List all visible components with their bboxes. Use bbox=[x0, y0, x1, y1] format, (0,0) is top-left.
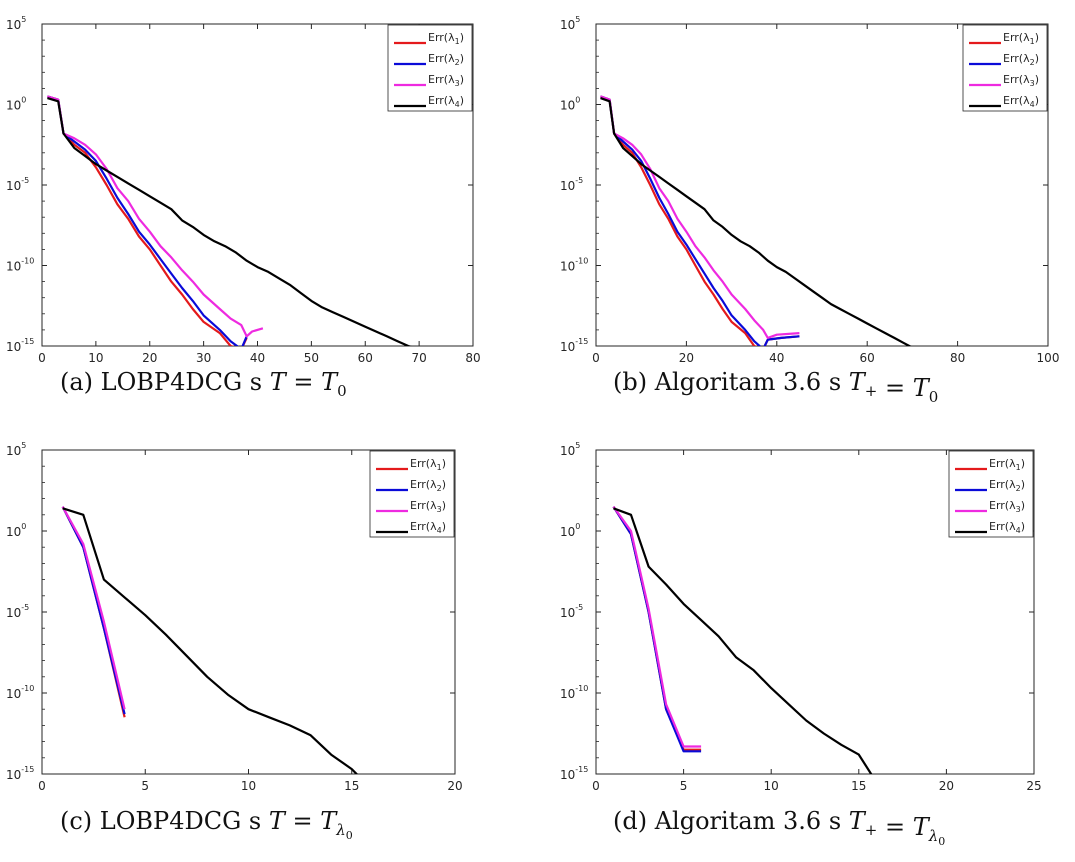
x-tick-label: 20 bbox=[142, 351, 157, 365]
y-tick-label: 100 bbox=[560, 96, 580, 113]
y-tick-label: 105 bbox=[560, 441, 580, 458]
x-tick-label: 10 bbox=[241, 779, 256, 793]
x-tick-label: 50 bbox=[304, 351, 319, 365]
series-line-1 bbox=[61, 506, 126, 718]
series-line-2 bbox=[612, 506, 702, 753]
x-tick-label: 40 bbox=[769, 351, 784, 365]
series-line-1 bbox=[612, 506, 702, 751]
legend-label-3: Err(λ3) bbox=[1003, 73, 1039, 88]
y-tick-label: 10-10 bbox=[6, 257, 34, 274]
y-tick-label: 105 bbox=[560, 15, 580, 32]
series-line-1 bbox=[47, 95, 248, 346]
y-tick-label: 10-5 bbox=[6, 176, 29, 193]
legend-label-4: Err(λ4) bbox=[410, 520, 446, 535]
legend-label-2: Err(λ2) bbox=[989, 478, 1025, 493]
x-tick-label: 5 bbox=[680, 779, 688, 793]
x-tick-label: 80 bbox=[950, 351, 965, 365]
series-line-3 bbox=[612, 506, 702, 748]
x-tick-label: 0 bbox=[38, 779, 46, 793]
chart-panel-d: 0 5 10 15 20 25 10-15 10-10 10-5 100 105 Err(λ1) Err… bbox=[560, 441, 1042, 848]
y-tick-label: 10-10 bbox=[560, 257, 588, 274]
series-line-3 bbox=[61, 506, 126, 710]
series-line-4 bbox=[613, 507, 873, 774]
legend-label-2: Err(λ2) bbox=[428, 52, 464, 67]
legend-label-3: Err(λ3) bbox=[989, 499, 1025, 514]
x-tick-label: 0 bbox=[38, 351, 46, 365]
x-tick-label: 10 bbox=[88, 351, 103, 365]
y-tick-label: 10-5 bbox=[6, 603, 29, 620]
legend-box bbox=[948, 450, 1034, 538]
legend-label-2: Err(λ2) bbox=[1003, 52, 1039, 67]
y-tick-label: 10-15 bbox=[6, 337, 34, 354]
y-tick-label: 100 bbox=[560, 522, 580, 539]
legend-label-4: Err(λ4) bbox=[989, 520, 1025, 535]
x-tick-label: 25 bbox=[1026, 779, 1041, 793]
x-tick-label: 20 bbox=[447, 779, 462, 793]
series-line-2 bbox=[600, 95, 800, 346]
panel-caption: (c) LOBP4DCG s T = Tλ0 bbox=[60, 807, 353, 842]
legend-box bbox=[369, 450, 455, 538]
y-tick-label: 105 bbox=[6, 441, 26, 458]
chart-panel-a: 0 10 20 30 40 50 60 70 80 10-15 10-10 10-5 100 105 Err… bbox=[6, 15, 481, 400]
legend-label-1: Err(λ1) bbox=[410, 457, 446, 472]
legend-box bbox=[387, 24, 473, 112]
x-tick-label: 60 bbox=[860, 351, 875, 365]
chart-panel-b: 0 20 40 60 80 100 10-15 10-10 10-5 100 105 Err(λ1) E… bbox=[560, 15, 1059, 406]
series-line-3 bbox=[600, 95, 800, 339]
series-line-4 bbox=[600, 97, 912, 346]
y-tick-label: 100 bbox=[6, 522, 26, 539]
x-tick-label: 80 bbox=[465, 351, 480, 365]
series-line-3 bbox=[47, 95, 264, 338]
series-line-4 bbox=[62, 507, 359, 774]
series-line-1 bbox=[600, 95, 800, 346]
x-tick-label: 70 bbox=[411, 351, 426, 365]
y-tick-label: 10-10 bbox=[6, 684, 34, 701]
series-line-4 bbox=[47, 97, 413, 346]
x-tick-label: 10 bbox=[764, 779, 779, 793]
legend-label-3: Err(λ3) bbox=[410, 499, 446, 514]
x-tick-label: 0 bbox=[592, 779, 600, 793]
x-tick-label: 40 bbox=[250, 351, 265, 365]
legend-label-4: Err(λ4) bbox=[428, 94, 464, 109]
legend-label-1: Err(λ1) bbox=[1003, 31, 1039, 46]
legend-label-1: Err(λ1) bbox=[989, 457, 1025, 472]
y-tick-label: 105 bbox=[6, 15, 26, 32]
y-tick-label: 10-15 bbox=[6, 765, 34, 782]
legend-label-1: Err(λ1) bbox=[428, 31, 464, 46]
legend-box bbox=[962, 24, 1048, 112]
x-tick-label: 0 bbox=[592, 351, 600, 365]
y-tick-label: 10-5 bbox=[560, 176, 583, 193]
panel-caption: (b) Algoritam 3.6 s T+ = T0 bbox=[613, 368, 938, 406]
x-tick-label: 20 bbox=[939, 779, 954, 793]
x-tick-label: 5 bbox=[141, 779, 149, 793]
x-tick-label: 30 bbox=[196, 351, 211, 365]
panel-caption: (a) LOBP4DCG s T = T0 bbox=[60, 368, 347, 400]
panel-caption: (d) Algoritam 3.6 s T+ = Tλ0 bbox=[613, 807, 945, 848]
x-tick-label: 20 bbox=[679, 351, 694, 365]
y-tick-label: 10-15 bbox=[560, 337, 588, 354]
y-tick-label: 10-10 bbox=[560, 684, 588, 701]
series-line-2 bbox=[61, 506, 126, 715]
x-tick-label: 100 bbox=[1037, 351, 1060, 365]
legend-label-2: Err(λ2) bbox=[410, 478, 446, 493]
legend-label-3: Err(λ3) bbox=[428, 73, 464, 88]
y-tick-label: 10-5 bbox=[560, 603, 583, 620]
y-tick-label: 100 bbox=[6, 96, 26, 113]
x-tick-label: 15 bbox=[851, 779, 866, 793]
y-tick-label: 10-15 bbox=[560, 765, 588, 782]
x-tick-label: 60 bbox=[358, 351, 373, 365]
x-tick-label: 15 bbox=[344, 779, 359, 793]
legend-label-4: Err(λ4) bbox=[1003, 94, 1039, 109]
series-line-2 bbox=[47, 95, 248, 346]
chart-panel-c: 0 5 10 15 20 10-15 10-10 10-5 100 105 Err(λ1) Err(λ… bbox=[6, 441, 463, 842]
